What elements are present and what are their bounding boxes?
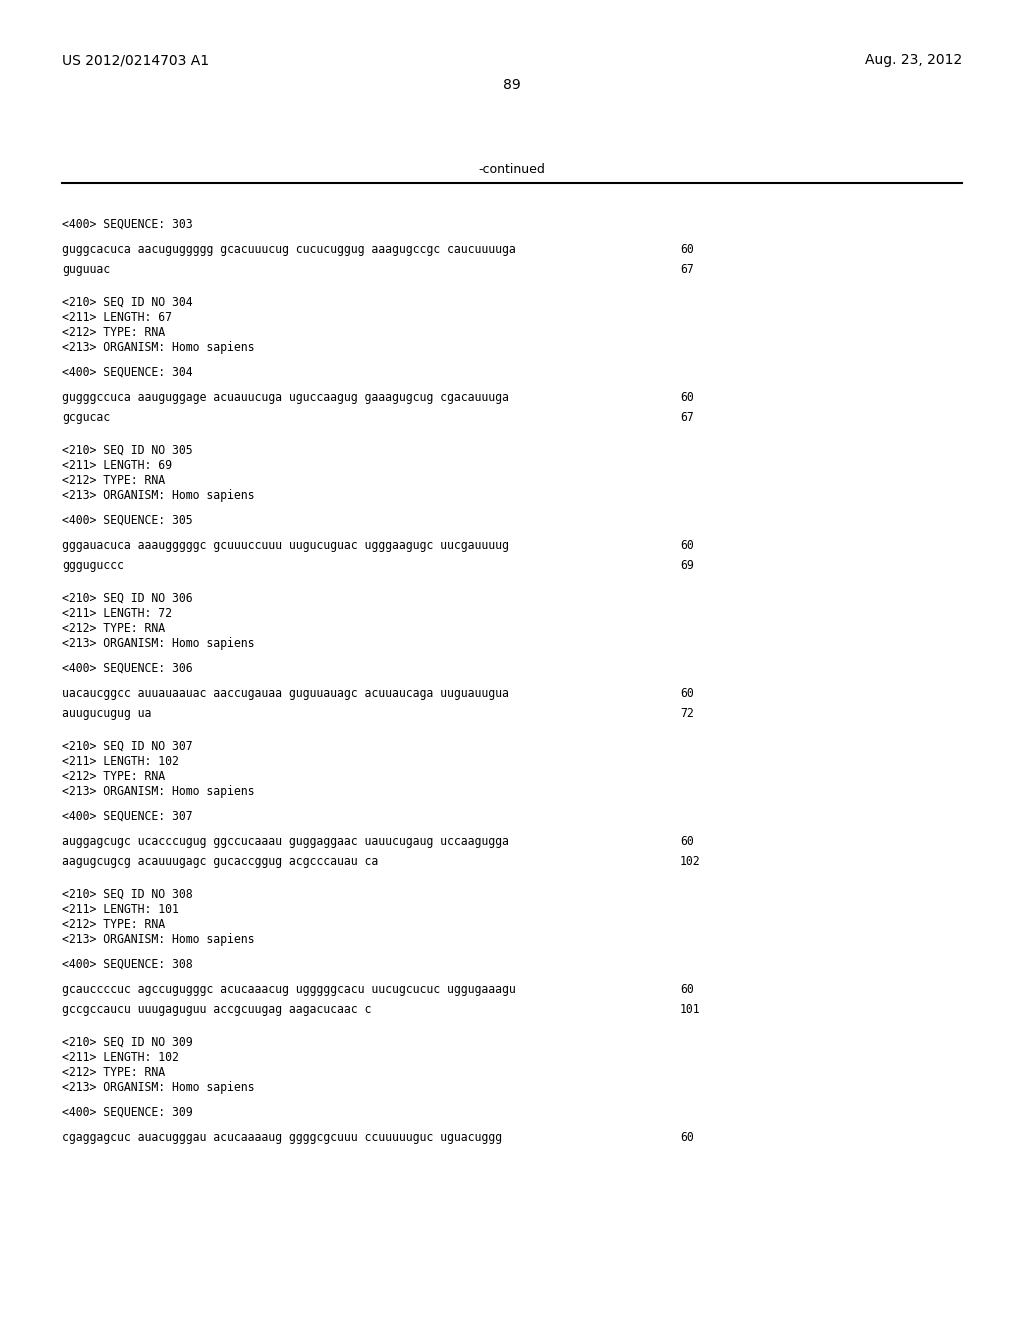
Text: gcauccccuc agccugugggc acucaaacug ugggggcacu uucugcucuc uggugaaagu: gcauccccuc agccugugggc acucaaacug uggggg…: [62, 983, 516, 997]
Text: guguuac: guguuac: [62, 263, 111, 276]
Text: <400> SEQUENCE: 305: <400> SEQUENCE: 305: [62, 513, 193, 527]
Text: 67: 67: [680, 411, 693, 424]
Text: 60: 60: [680, 243, 693, 256]
Text: <400> SEQUENCE: 306: <400> SEQUENCE: 306: [62, 663, 193, 675]
Text: <210> SEQ ID NO 307: <210> SEQ ID NO 307: [62, 741, 193, 752]
Text: <210> SEQ ID NO 309: <210> SEQ ID NO 309: [62, 1036, 193, 1049]
Text: guggcacuca aacuguggggg gcacuuucug cucucuggug aaagugccgc caucuuuuga: guggcacuca aacuguggggg gcacuuucug cucucu…: [62, 243, 516, 256]
Text: <211> LENGTH: 102: <211> LENGTH: 102: [62, 755, 179, 768]
Text: <400> SEQUENCE: 303: <400> SEQUENCE: 303: [62, 218, 193, 231]
Text: uacaucggcc auuauaauac aaccugauaa guguuauagc acuuaucaga uuguauugua: uacaucggcc auuauaauac aaccugauaa guguuau…: [62, 686, 509, 700]
Text: ggguguccc: ggguguccc: [62, 558, 124, 572]
Text: gccgccaucu uuugaguguu accgcuugag aagacucaac c: gccgccaucu uuugaguguu accgcuugag aagacuc…: [62, 1003, 372, 1016]
Text: <212> TYPE: RNA: <212> TYPE: RNA: [62, 770, 165, 783]
Text: 60: 60: [680, 391, 693, 404]
Text: 102: 102: [680, 855, 700, 869]
Text: 69: 69: [680, 558, 693, 572]
Text: <210> SEQ ID NO 308: <210> SEQ ID NO 308: [62, 888, 193, 902]
Text: <213> ORGANISM: Homo sapiens: <213> ORGANISM: Homo sapiens: [62, 933, 255, 946]
Text: 72: 72: [680, 708, 693, 719]
Text: <210> SEQ ID NO 305: <210> SEQ ID NO 305: [62, 444, 193, 457]
Text: gggauacuca aaaugggggc gcuuuccuuu uugucuguac ugggaagugc uucgauuuug: gggauacuca aaaugggggc gcuuuccuuu uugucug…: [62, 539, 509, 552]
Text: <212> TYPE: RNA: <212> TYPE: RNA: [62, 1067, 165, 1078]
Text: cgaggagcuc auacugggau acucaaaaug ggggcgcuuu ccuuuuuguc uguacuggg: cgaggagcuc auacugggau acucaaaaug ggggcgc…: [62, 1131, 502, 1144]
Text: <212> TYPE: RNA: <212> TYPE: RNA: [62, 326, 165, 339]
Text: <400> SEQUENCE: 304: <400> SEQUENCE: 304: [62, 366, 193, 379]
Text: 60: 60: [680, 1131, 693, 1144]
Text: <210> SEQ ID NO 306: <210> SEQ ID NO 306: [62, 591, 193, 605]
Text: 60: 60: [680, 686, 693, 700]
Text: <211> LENGTH: 72: <211> LENGTH: 72: [62, 607, 172, 620]
Text: <211> LENGTH: 101: <211> LENGTH: 101: [62, 903, 179, 916]
Text: <211> LENGTH: 102: <211> LENGTH: 102: [62, 1051, 179, 1064]
Text: <212> TYPE: RNA: <212> TYPE: RNA: [62, 917, 165, 931]
Text: gcgucac: gcgucac: [62, 411, 111, 424]
Text: 67: 67: [680, 263, 693, 276]
Text: 60: 60: [680, 539, 693, 552]
Text: <210> SEQ ID NO 304: <210> SEQ ID NO 304: [62, 296, 193, 309]
Text: <400> SEQUENCE: 308: <400> SEQUENCE: 308: [62, 958, 193, 972]
Text: <213> ORGANISM: Homo sapiens: <213> ORGANISM: Homo sapiens: [62, 638, 255, 649]
Text: <213> ORGANISM: Homo sapiens: <213> ORGANISM: Homo sapiens: [62, 785, 255, 799]
Text: <211> LENGTH: 67: <211> LENGTH: 67: [62, 312, 172, 323]
Text: <400> SEQUENCE: 307: <400> SEQUENCE: 307: [62, 810, 193, 822]
Text: <211> LENGTH: 69: <211> LENGTH: 69: [62, 459, 172, 473]
Text: <213> ORGANISM: Homo sapiens: <213> ORGANISM: Homo sapiens: [62, 1081, 255, 1094]
Text: 60: 60: [680, 983, 693, 997]
Text: <213> ORGANISM: Homo sapiens: <213> ORGANISM: Homo sapiens: [62, 341, 255, 354]
Text: <400> SEQUENCE: 309: <400> SEQUENCE: 309: [62, 1106, 193, 1119]
Text: auggagcugc ucacccugug ggccucaaau guggaggaac uauucugaug uccaagugga: auggagcugc ucacccugug ggccucaaau guggagg…: [62, 836, 509, 847]
Text: -continued: -continued: [478, 162, 546, 176]
Text: 89: 89: [503, 78, 521, 92]
Text: Aug. 23, 2012: Aug. 23, 2012: [864, 53, 962, 67]
Text: US 2012/0214703 A1: US 2012/0214703 A1: [62, 53, 209, 67]
Text: gugggccuca aauguggage acuauucuga uguccaagug gaaagugcug cgacauuuga: gugggccuca aauguggage acuauucuga uguccaa…: [62, 391, 509, 404]
Text: auugucugug ua: auugucugug ua: [62, 708, 152, 719]
Text: <212> TYPE: RNA: <212> TYPE: RNA: [62, 474, 165, 487]
Text: aagugcugcg acauuugagc gucaccggug acgcccauau ca: aagugcugcg acauuugagc gucaccggug acgccca…: [62, 855, 378, 869]
Text: <213> ORGANISM: Homo sapiens: <213> ORGANISM: Homo sapiens: [62, 488, 255, 502]
Text: 60: 60: [680, 836, 693, 847]
Text: <212> TYPE: RNA: <212> TYPE: RNA: [62, 622, 165, 635]
Text: 101: 101: [680, 1003, 700, 1016]
